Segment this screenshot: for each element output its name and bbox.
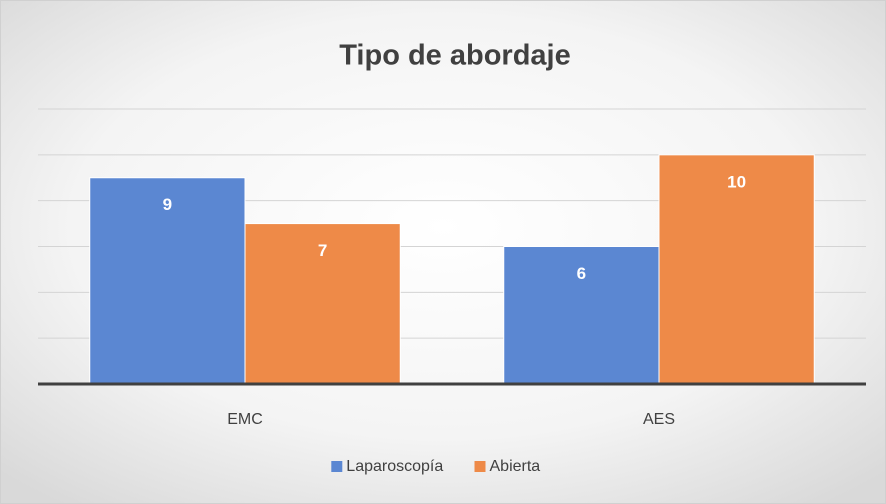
legend-label: Abierta [490,458,541,475]
legend-swatch [331,461,343,472]
x-tick-label: AES [643,411,675,428]
bar [658,154,815,385]
data-label: 9 [163,195,172,214]
legend-swatch [474,461,486,472]
x-tick-label: EMC [227,411,263,428]
bar [503,246,660,385]
data-label: 6 [577,264,586,283]
chart-title: Tipo de abordaje [339,40,571,72]
bar [89,177,246,385]
data-label: 10 [727,172,746,191]
bar [244,223,401,385]
legend-label: Laparoscopía [346,458,443,475]
data-label: 7 [318,241,327,260]
